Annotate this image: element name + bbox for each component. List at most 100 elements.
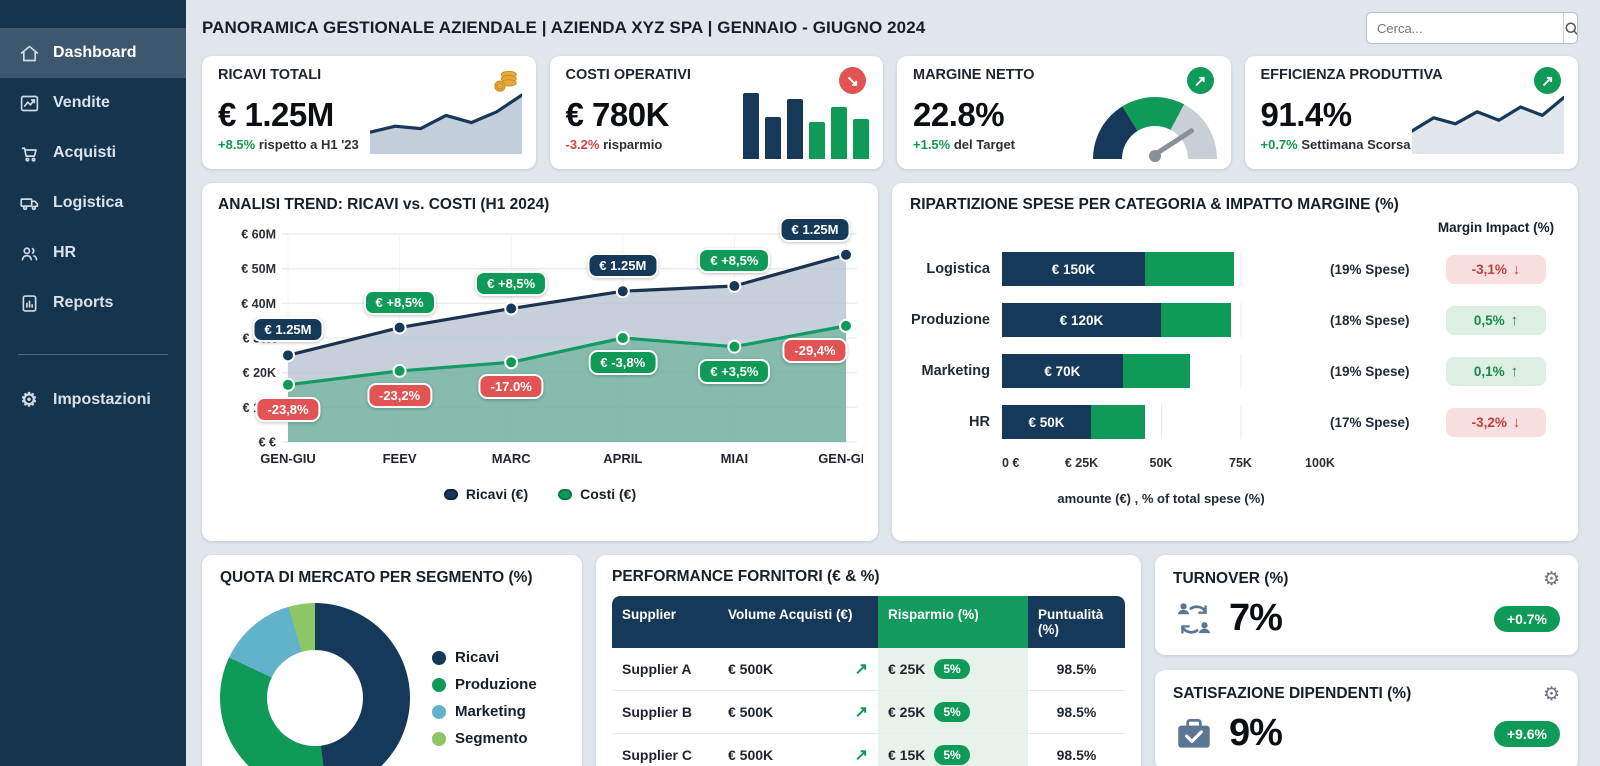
risparmio-cell: € 15K 5% — [878, 734, 1028, 766]
search-input[interactable] — [1367, 20, 1563, 36]
kpi-title: RICAVI TOTALI — [218, 67, 322, 83]
search-box — [1366, 12, 1578, 44]
legend-item-marketing[interactable]: Marketing — [432, 703, 537, 720]
legend-item-ricavi[interactable]: Ricavi — [432, 649, 537, 666]
spese-chart: Margin Impact (%) Logistica € 150K (19% Spe… — [910, 220, 1560, 506]
risparmio-pct-badge: 5% — [934, 702, 970, 722]
legend-item-segmento[interactable]: Segmento — [432, 730, 537, 747]
puntualita-cell: 98.5% — [1056, 704, 1097, 720]
data-point-label: € +8,5% — [475, 270, 548, 296]
margin-impact-badge: 0,5% ↑ — [1446, 305, 1546, 335]
gear-icon[interactable]: ⚙ — [1542, 569, 1560, 590]
svg-text:MARC: MARC — [492, 451, 532, 466]
svg-text:GEN-GIU: GEN-GIU — [818, 451, 863, 466]
sidebar-item-logistica[interactable]: Logistica — [0, 178, 186, 228]
svg-text:GEN-GIU: GEN-GIU — [260, 451, 316, 466]
arrow-down-icon: ↓ — [1512, 260, 1521, 278]
sidebar-item-label: Logistica — [53, 194, 124, 211]
kpi-card-margine-netto: MARGINE NETTO ↗ 22.8% +1.5% del Target — [897, 56, 1231, 169]
spese-bar-navy-segment: € 150K — [1002, 252, 1146, 286]
spese-bar: € 70K — [1002, 354, 1320, 388]
legend-marker — [432, 704, 446, 719]
kpi-sparkline — [1410, 80, 1566, 159]
trend-chart-card: ANALISI TREND: RICAVI vs. COSTI (H1 2024… — [202, 183, 878, 541]
supplier-name: Supplier A — [622, 661, 692, 677]
legend-label: Produzione — [455, 676, 537, 693]
sidebar-nav: Dashboard Vendite Acquisti Logistica HR Repor… — [0, 28, 186, 328]
risparmio-cell: € 25K 5% — [878, 648, 1028, 690]
sidebar-item-reports[interactable]: Reports — [0, 278, 186, 328]
hr-card-title: SATISFAZIONE DIPENDENTI (%) — [1173, 684, 1412, 702]
kpi-title: MARGINE NETTO — [913, 67, 1035, 83]
gear-icon: ⚙ — [20, 389, 38, 411]
kpi-card-efficienza-produttiva: EFFICIENZA PRODUTTIVA ↗ 91.4% +0.7% Settima… — [1244, 56, 1578, 169]
spese-bar-navy-segment: € 120K — [1002, 303, 1161, 337]
hr-card-title: TURNOVER (%) — [1173, 569, 1289, 587]
hr-cards-column: TURNOVER (%) ⚙ 7% +0.7% SATISFAZIONE DIPENDE… — [1155, 555, 1578, 766]
svg-text:MIAI: MIAI — [721, 451, 748, 466]
trend-up-badge-icon: ↗ — [1534, 67, 1562, 95]
kpi-value: 91.4% — [1260, 96, 1353, 133]
legend-item-ricavi-[interactable]: Ricavi (€) — [443, 486, 528, 502]
table-header-row: Supplier Volume Acquisti (€) Risparmio (%)… — [612, 596, 1125, 648]
donut-chart-circle — [220, 603, 410, 766]
spese-chart-card: RIPARTIZIONE SPESE PER CATEGORIA & IMPAT… — [892, 183, 1578, 541]
sidebar-item-label: HR — [53, 244, 77, 261]
kpi-value: € 1.25M — [218, 96, 334, 133]
column-header: Risparmio (%) — [878, 596, 1028, 648]
arrow-down-icon: ↓ — [1512, 413, 1521, 431]
kpi-title: EFFICIENZA PRODUTTIVA — [1260, 67, 1443, 83]
legend-item-costi-[interactable]: Costi (€) — [558, 486, 636, 502]
home-icon — [18, 42, 40, 64]
search-icon[interactable] — [1563, 13, 1577, 43]
table-row-supplier-b[interactable]: Supplier B € 500K ↗ € 25K 5% 98.5% — [612, 691, 1125, 734]
spese-share-label: (19% Spese) — [1330, 363, 1410, 379]
margin-impact-badge: -3,2% ↓ — [1446, 407, 1546, 437]
table-row-supplier-c[interactable]: Supplier C € 500K ↗ € 15K 5% 98.5% — [612, 734, 1125, 766]
data-point-label: € -3,8% — [588, 350, 658, 375]
sidebar-item-label: Dashboard — [53, 44, 137, 61]
report-icon — [18, 292, 40, 314]
puntualita-cell: 98.5% — [1056, 661, 1097, 677]
hr-card-turnover-: TURNOVER (%) ⚙ 7% +0.7% — [1155, 555, 1578, 655]
sidebar-item-label: Vendite — [53, 94, 110, 111]
sidebar-item-impostazioni[interactable]: ⚙ Impostazioni — [0, 375, 186, 425]
cart-icon — [18, 142, 40, 164]
spese-bar-green-segment — [1161, 303, 1231, 337]
volume-cell: € 500K ↗ — [728, 661, 868, 678]
page-title: PANORAMICA GESTIONALE AZIENDALE | AZIEND… — [202, 18, 926, 37]
spese-chart-title: RIPARTIZIONE SPESE PER CATEGORIA & IMPAT… — [910, 196, 1399, 213]
spese-bar-navy-segment: € 50K — [1002, 405, 1092, 439]
svg-text:APRIL: APRIL — [603, 451, 642, 466]
donut-legend: Ricavi Produzione Marketing Segmento — [432, 649, 537, 747]
volume-cell: € 500K ↗ — [728, 704, 868, 721]
kpi-delta: +0.7% Settimana Scorsa — [1260, 136, 1411, 152]
margin-impact-badge: 0,1% ↑ — [1446, 356, 1546, 386]
gear-icon[interactable]: ⚙ — [1542, 684, 1560, 705]
spese-share-label: (17% Spese) — [1330, 414, 1410, 430]
kpi-sparkline — [367, 80, 524, 159]
kpi-sparkline — [1092, 97, 1217, 162]
sidebar-item-acquisti[interactable]: Acquisti — [0, 128, 186, 178]
legend-item-produzione[interactable]: Produzione — [432, 676, 537, 693]
margin-impact-header: Margin Impact (%) — [1437, 220, 1555, 235]
sidebar-item-dashboard[interactable]: Dashboard — [0, 28, 186, 78]
sidebar-item-vendite[interactable]: Vendite — [0, 78, 186, 128]
volume-cell: € 500K ↗ — [728, 747, 868, 764]
sidebar-item-hr[interactable]: HR — [0, 228, 186, 278]
column-header: Volume Acquisti (€) — [718, 596, 878, 648]
trend-up-badge-icon: ↗ — [1186, 67, 1215, 95]
legend-marker — [432, 731, 446, 746]
svg-text:€ €: € € — [259, 436, 276, 450]
table-row-supplier-a[interactable]: Supplier A € 500K ↗ € 25K 5% 98.5% — [612, 648, 1125, 691]
spese-bar-green-segment — [1145, 252, 1235, 286]
trend-chart: € 60M€ 50M€ 40M€ 30K€ 20K€ 10K€ €GEN-GIU… — [218, 216, 874, 482]
kpi-delta: +8.5% rispetto a H1 '23 — [218, 136, 359, 152]
kpi-row: RICAVI TOTALI € 1.25M +8.5% rispetto a H1 … — [202, 56, 1578, 169]
data-point-label: € +8,5% — [698, 248, 771, 273]
sidebar-item-label: Reports — [53, 294, 114, 311]
sidebar-item-label: Impostazioni — [53, 391, 151, 408]
column-header: Supplier — [612, 596, 718, 648]
people-icon — [18, 242, 40, 264]
